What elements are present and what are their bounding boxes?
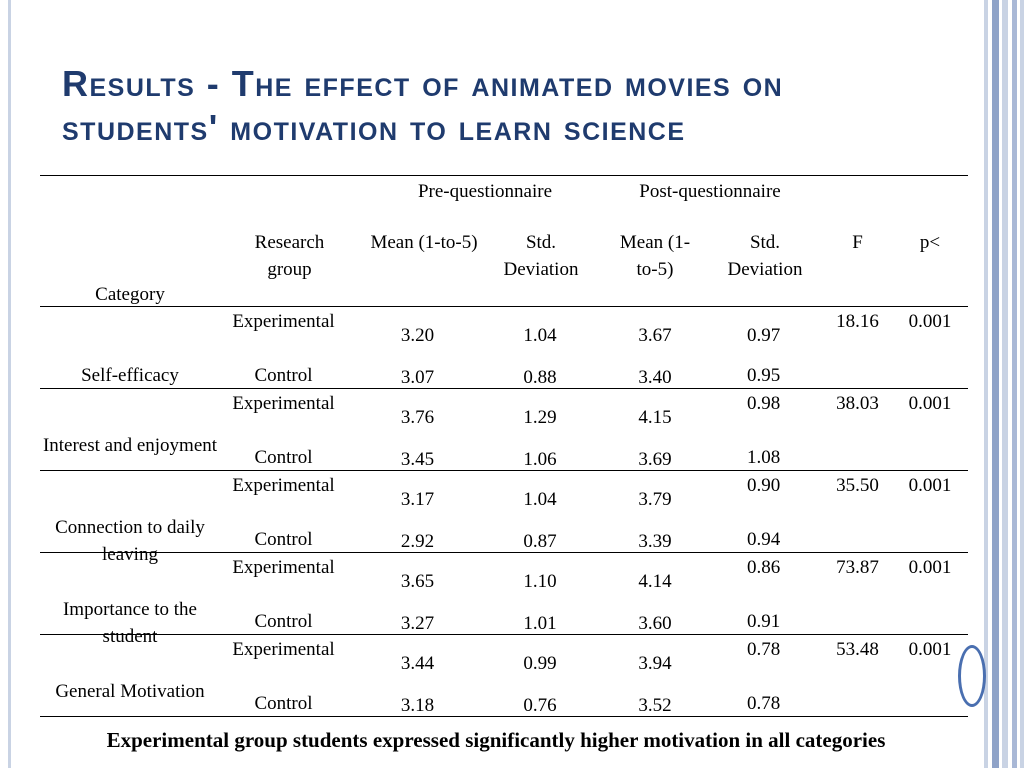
- pre-std-control: 0.88: [523, 367, 557, 388]
- post-mean-experimental: 4.14: [638, 571, 672, 592]
- header-bottom-rule: [40, 306, 968, 307]
- header-p: p<: [919, 232, 941, 253]
- category-cell: Importance to the student: [62, 599, 197, 647]
- post-mean-experimental: 3.67: [638, 325, 672, 346]
- pre-mean-control: 3.07: [400, 367, 435, 388]
- pre-std-control: 1.06: [523, 449, 557, 470]
- header-f: F: [852, 232, 863, 253]
- title-line-2: students' motivation to learn science: [62, 107, 686, 148]
- group-control: Control: [254, 693, 313, 714]
- header-research-group: Research group: [254, 232, 325, 280]
- header-pre-mean: Mean (1-to-5): [370, 232, 478, 253]
- decorative-stripes: [984, 0, 1024, 768]
- post-mean-control: 3.60: [638, 613, 672, 634]
- row-divider: [40, 388, 968, 389]
- pre-mean-control: 3.45: [400, 449, 435, 470]
- stripe-2: [992, 0, 999, 768]
- group-control: Control: [254, 365, 313, 386]
- slide-left-border: [8, 0, 11, 768]
- f-value: 73.87: [836, 557, 879, 578]
- row-divider: [40, 634, 968, 635]
- page-number-circle: [958, 645, 986, 707]
- row-divider: [40, 552, 968, 553]
- stripe-3: [1002, 0, 1008, 768]
- pre-std-control: 0.87: [523, 531, 557, 552]
- category-cell: Self-efficacy: [81, 365, 179, 386]
- group-experimental: Experimental: [232, 311, 335, 332]
- post-std-control: 0.91: [747, 611, 781, 632]
- f-value: 38.03: [836, 393, 879, 414]
- row-divider: [40, 716, 968, 717]
- stripe-1: [984, 0, 988, 768]
- group-experimental: Experimental: [232, 393, 335, 414]
- pre-std-control: 0.76: [523, 695, 557, 716]
- f-value: 53.48: [836, 639, 879, 660]
- p-value: 0.001: [908, 311, 952, 332]
- slide-footer-note: Experimental group students expressed si…: [106, 728, 886, 752]
- header-category: Category: [95, 284, 165, 305]
- post-mean-experimental: 3.94: [638, 653, 672, 674]
- post-std-experimental: 0.78: [747, 639, 781, 660]
- post-mean-control: 3.40: [638, 367, 672, 388]
- pre-mean-experimental: 3.65: [400, 571, 435, 592]
- f-value: 18.16: [836, 311, 879, 332]
- group-experimental: Experimental: [232, 639, 335, 660]
- group-control: Control: [254, 447, 313, 468]
- title-line-1: Results - The effect of animated movies …: [62, 63, 784, 104]
- post-std-experimental: 0.90: [747, 475, 781, 496]
- post-std-experimental: 0.98: [747, 393, 781, 414]
- pre-mean-control: 2.92: [400, 531, 435, 552]
- post-std-experimental: 0.97: [747, 325, 781, 346]
- row-divider: [40, 470, 968, 471]
- pre-std-control: 1.01: [523, 613, 557, 634]
- pre-mean-experimental: 3.44: [400, 653, 435, 674]
- header-post-questionnaire: Post-questionnaire: [639, 181, 781, 202]
- pre-std-experimental: 1.10: [523, 571, 557, 592]
- header-post-std: Std. Deviation: [727, 232, 803, 280]
- p-value: 0.001: [908, 393, 952, 414]
- p-value: 0.001: [908, 639, 952, 660]
- group-control: Control: [254, 529, 313, 550]
- post-std-experimental: 0.86: [747, 557, 781, 578]
- category-cell: General Motivation: [55, 681, 205, 702]
- post-mean-experimental: 4.15: [638, 407, 672, 428]
- slide-title: Results - The effect of animated movies …: [62, 62, 942, 150]
- pre-std-experimental: 0.99: [523, 653, 557, 674]
- pre-mean-experimental: 3.17: [400, 489, 435, 510]
- f-value: 35.50: [836, 475, 879, 496]
- pre-std-experimental: 1.04: [523, 489, 557, 510]
- group-experimental: Experimental: [232, 557, 335, 578]
- post-mean-control: 3.69: [638, 449, 672, 470]
- p-value: 0.001: [908, 557, 952, 578]
- pre-mean-control: 3.18: [400, 695, 435, 716]
- header-pre-std: Std. Deviation: [503, 232, 579, 280]
- p-value: 0.001: [908, 475, 952, 496]
- category-cell: Connection to daily leaving: [55, 517, 205, 565]
- header-pre-questionnaire: Pre-questionnaire: [417, 181, 552, 202]
- group-experimental: Experimental: [232, 475, 335, 496]
- post-std-control: 0.95: [747, 365, 781, 386]
- post-mean-experimental: 3.79: [638, 489, 672, 510]
- pre-mean-experimental: 3.76: [400, 407, 435, 428]
- post-mean-control: 3.39: [638, 531, 672, 552]
- pre-mean-experimental: 3.20: [400, 325, 435, 346]
- post-std-control: 1.08: [747, 447, 781, 468]
- post-std-control: 0.78: [747, 693, 781, 714]
- pre-std-experimental: 1.29: [523, 407, 557, 428]
- stripe-5: [1020, 0, 1024, 768]
- table-top-rule: [40, 175, 968, 176]
- group-control: Control: [254, 611, 313, 632]
- stripe-4: [1012, 0, 1017, 768]
- pre-std-experimental: 1.04: [523, 325, 557, 346]
- pre-mean-control: 3.27: [400, 613, 435, 634]
- post-mean-control: 3.52: [638, 695, 672, 716]
- category-cell: Interest and enjoyment: [42, 435, 218, 456]
- post-std-control: 0.94: [747, 529, 781, 550]
- header-post-mean: Mean (1-to-5): [619, 232, 691, 280]
